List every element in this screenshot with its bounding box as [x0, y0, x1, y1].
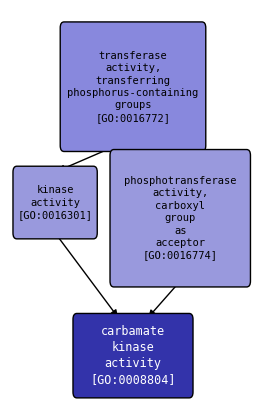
- FancyBboxPatch shape: [110, 150, 251, 287]
- FancyBboxPatch shape: [13, 166, 97, 239]
- Text: carbamate
kinase
activity
[GO:0008804]: carbamate kinase activity [GO:0008804]: [90, 325, 176, 386]
- Text: kinase
activity
[GO:0016301]: kinase activity [GO:0016301]: [18, 185, 93, 220]
- FancyBboxPatch shape: [73, 313, 193, 398]
- Text: transferase
activity,
transferring
phosphorus-containing
groups
[GO:0016772]: transferase activity, transferring phosp…: [67, 51, 199, 123]
- Text: phosphotransferase
activity,
carboxyl
group
as
acceptor
[GO:0016774]: phosphotransferase activity, carboxyl gr…: [124, 176, 236, 261]
- FancyBboxPatch shape: [60, 22, 206, 151]
